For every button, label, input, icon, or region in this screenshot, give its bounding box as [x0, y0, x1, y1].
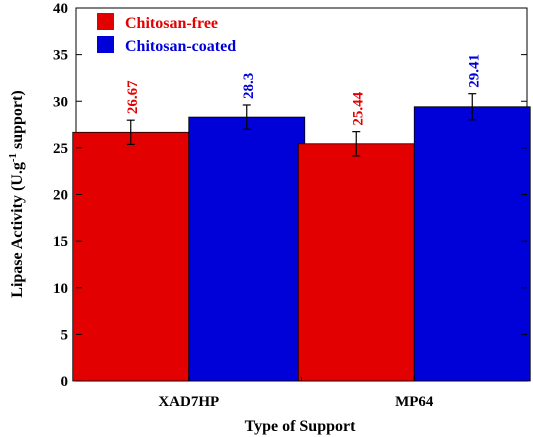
bar	[413, 106, 531, 382]
y-tick-label: 5	[61, 327, 69, 343]
x-axis-label: Type of Support	[245, 418, 357, 435]
y-tick-label: 35	[53, 48, 68, 64]
bar	[72, 131, 190, 382]
bar	[188, 116, 306, 382]
bars	[72, 93, 531, 382]
x-tick-label: MP64	[395, 394, 434, 410]
value-labels: 26.67 28.3 25.44 29.41	[125, 54, 483, 126]
y-tick-label: 10	[53, 281, 68, 297]
x-tick-label: XAD7HP	[158, 394, 219, 410]
y-tick-label: 20	[53, 188, 68, 204]
data-label: 26.67	[125, 80, 141, 114]
y-axis-label-superscript: -1	[7, 153, 19, 162]
y-tick-label: 30	[53, 94, 68, 110]
data-label: 25.44	[350, 91, 366, 125]
legend: Chitosan-free Chitosan-coated	[97, 13, 236, 55]
data-label: 29.41	[466, 54, 482, 88]
data-label: 28.3	[241, 73, 257, 99]
legend-label-chitosan-free: Chitosan-free	[125, 15, 218, 32]
y-tick-label: 15	[53, 234, 68, 250]
bar	[297, 143, 415, 382]
y-axis-label: Lipase Activity (U.g-1 support)	[7, 90, 26, 297]
axes: 0 5 10 15 20 25 30 35 40 XAD7HP MP64	[53, 1, 527, 410]
legend-label-chitosan-coated: Chitosan-coated	[125, 38, 236, 55]
legend-swatch-chitosan-coated	[97, 36, 114, 53]
y-tick-label: 40	[53, 1, 68, 17]
y-tick-label: 0	[61, 374, 69, 390]
legend-swatch-chitosan-free	[97, 13, 114, 30]
y-tick-label: 25	[53, 141, 68, 157]
